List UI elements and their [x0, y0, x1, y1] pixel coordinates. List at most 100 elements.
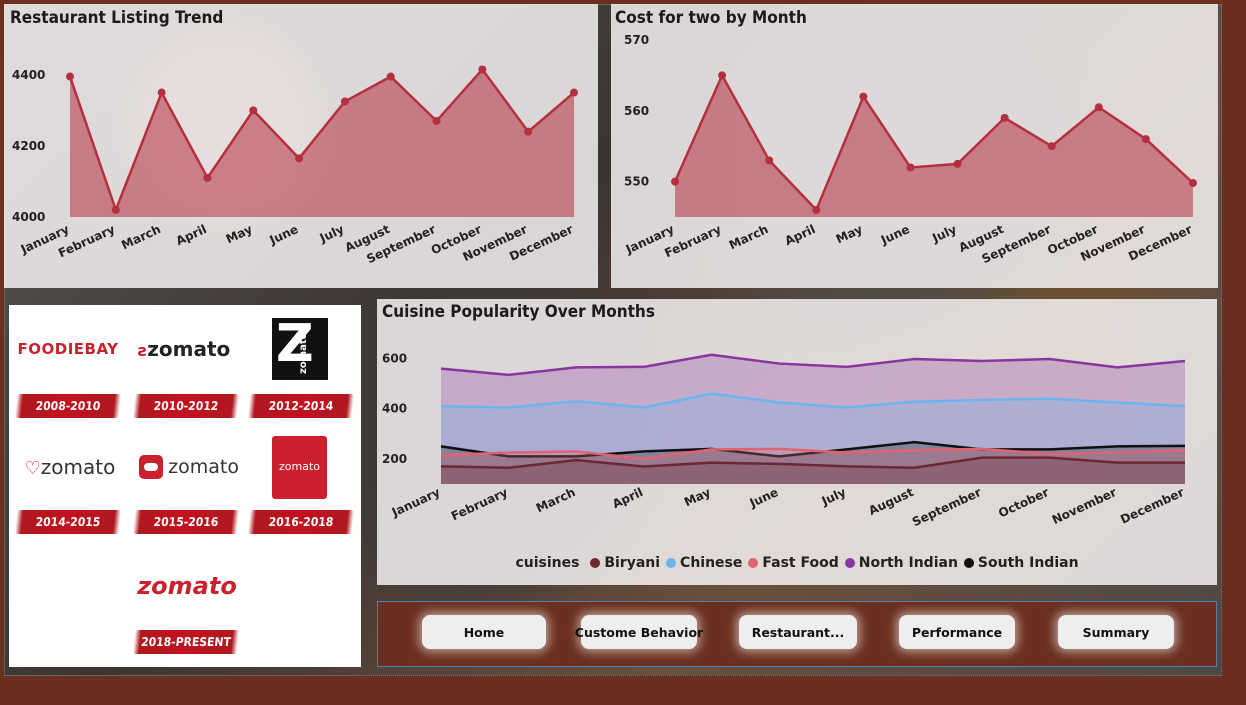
x-tick-label: May — [224, 222, 255, 246]
data-point — [157, 88, 166, 97]
cuisine-legend: cuisines Biryani Chinese Fast Food North In… — [377, 555, 1217, 571]
logo-foodiebay: FOODIEBAY — [13, 339, 123, 358]
y-tick-label: 400 — [382, 402, 407, 416]
nav-customer-behavior-button[interactable]: Custome Behavior — [575, 615, 703, 649]
data-point — [111, 205, 120, 214]
series-area — [675, 75, 1193, 218]
cuisine-popularity-title: Cuisine Popularity Over Months — [382, 302, 655, 322]
legend-item: North Indian — [844, 555, 958, 571]
data-point — [906, 163, 915, 172]
data-point — [524, 127, 533, 136]
logo-zomato-2010: ƨzomato — [129, 337, 239, 361]
nav-restaurant-button[interactable]: Restaurant... — [739, 615, 857, 649]
x-tick-label: June — [878, 222, 912, 248]
years-badge-2014-2015: 2014-2015 — [14, 510, 122, 534]
data-point — [249, 106, 258, 115]
years-badge-2008-2010: 2008-2010 — [14, 394, 122, 418]
cuisine-popularity-panel: Cuisine Popularity Over Months 600 400 200… — [377, 299, 1217, 585]
x-tick-label: October — [996, 485, 1051, 521]
y-tick-label: 4000 — [12, 210, 45, 224]
data-point — [386, 72, 395, 81]
z-badge-letter: Z — [276, 314, 314, 374]
legend-item: Fast Food — [748, 555, 839, 571]
data-point — [718, 71, 727, 80]
years-badge-2018-present: 2018-PRESENT — [132, 630, 240, 654]
y-tick-label: 200 — [382, 452, 407, 466]
data-point — [812, 205, 821, 214]
legend-item: South Indian — [963, 555, 1079, 571]
years-badge-2012-2014: 2012-2014 — [247, 394, 355, 418]
series-area — [441, 457, 1185, 484]
data-point — [765, 156, 774, 165]
y-tick-label: 560 — [624, 104, 649, 118]
nav-performance-button[interactable]: Performance — [899, 615, 1015, 649]
navigation-bar: Home Custome Behavior Restaurant... Perf… — [377, 601, 1217, 667]
logo-zomato-2012-badge: Z zomato — [272, 314, 328, 380]
legend-item: Biryani — [590, 555, 660, 571]
legend-dot-icon — [590, 558, 601, 568]
data-point — [432, 117, 441, 125]
legend-item: Chinese — [666, 555, 742, 571]
x-tick-label: May — [682, 485, 713, 509]
heart-icon: ♡ — [24, 458, 41, 479]
nav-home-button[interactable]: Home — [422, 615, 546, 649]
series-line — [440, 447, 1186, 461]
x-tick-label: December — [1118, 485, 1186, 527]
y-tick-label: 600 — [382, 352, 407, 366]
series-area — [70, 69, 574, 217]
y-tick-label: 550 — [624, 175, 649, 189]
legend-dot-icon — [963, 558, 974, 568]
years-badge-2015-2016: 2015-2016 — [132, 510, 240, 534]
data-point — [203, 173, 212, 182]
listing-trend-title: Restaurant Listing Trend — [10, 8, 224, 28]
data-point — [1189, 179, 1197, 188]
x-tick-label: February — [449, 485, 510, 523]
zomato-2014-wordmark: zomato — [40, 455, 116, 479]
y-tick-label: 4200 — [12, 139, 45, 153]
legend-label: Fast Food — [762, 555, 839, 571]
logo-zomato-2016-square: zomato — [272, 436, 327, 499]
legend-label: North Indian — [858, 555, 958, 571]
legend-label: Biryani — [604, 555, 661, 571]
cuisine-popularity-chart: 600 400 200 January February March April May Jun… — [382, 352, 1186, 530]
series-line — [440, 440, 1186, 458]
data-point — [1094, 103, 1103, 112]
data-point — [1000, 113, 1009, 122]
zomato-2012-wordmark: zomato — [298, 332, 309, 374]
series-area — [441, 393, 1185, 484]
data-point — [295, 154, 304, 163]
data-point — [570, 88, 578, 97]
years-badge-2016-2018: 2016-2018 — [247, 510, 355, 534]
series-line — [440, 353, 1186, 377]
cost-for-two-title: Cost for two by Month — [615, 8, 807, 28]
zomato-2010-wordmark: zomato — [147, 337, 231, 361]
foodiebay-wordmark: FOODIEBAY — [17, 340, 119, 358]
y-tick-label: 4400 — [12, 68, 45, 82]
listing-trend-panel: Restaurant Listing Trend 4400 4200 4000 Jan… — [4, 4, 598, 288]
x-tick-label: May — [834, 222, 865, 246]
nav-summary-button[interactable]: Summary — [1058, 615, 1174, 649]
zomato-2018-wordmark: zomato — [137, 572, 237, 600]
data-point — [478, 65, 487, 74]
years-badge-2010-2012: 2010-2012 — [132, 394, 240, 418]
y-tick-label: 570 — [624, 33, 649, 47]
x-tick-label: April — [610, 485, 645, 511]
data-point — [66, 72, 74, 81]
x-tick-label: June — [267, 222, 301, 248]
series-area — [441, 442, 1185, 484]
x-tick-label: June — [747, 485, 781, 511]
x-tick-label: March — [534, 485, 578, 515]
logo-zomato-2018: zomato — [127, 572, 247, 600]
logo-zomato-2015: zomato — [129, 455, 249, 479]
legend-title: cuisines — [515, 555, 580, 571]
x-tick-label: March — [119, 222, 163, 252]
legend-label: South Indian — [977, 555, 1079, 571]
data-point — [859, 92, 868, 101]
legend-label: Chinese — [680, 555, 743, 571]
data-point — [1047, 142, 1056, 151]
data-point — [953, 159, 962, 168]
legend-dot-icon — [844, 558, 855, 568]
x-tick-label: August — [866, 485, 916, 518]
